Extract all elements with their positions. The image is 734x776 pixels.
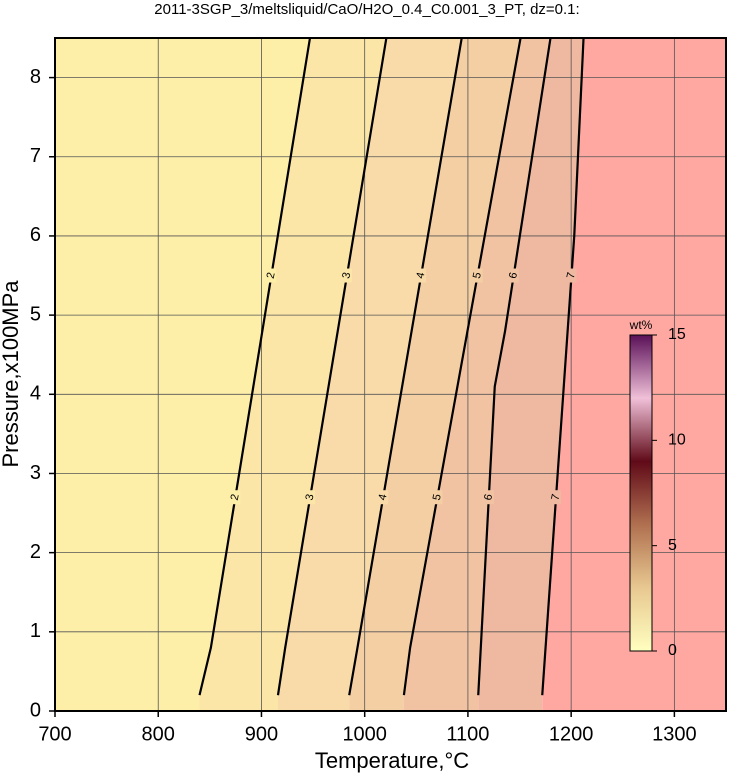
contour-label-bg [230,490,241,505]
y-tick-label: 0 [30,699,41,721]
colorbar-tick-label: 5 [668,537,677,554]
contour-band [349,38,521,711]
x-tick-label: 1100 [446,723,489,745]
contour-label-bg [483,490,494,505]
y-tick-label: 3 [30,462,41,484]
y-tick-label: 4 [30,383,41,405]
contour-label: 7 [549,493,562,501]
contour-band [277,38,462,711]
x-tick-label: 800 [142,723,175,745]
y-axis-label: Pressure,x100MPa [0,280,23,468]
contour-label: 4 [377,493,390,501]
contour-label-bg [378,490,389,505]
y-tick-label: 1 [30,620,41,642]
contour-label: 5 [471,271,484,279]
contour-label-bg [341,268,352,283]
contour-label: 3 [340,271,353,279]
contour-label: 2 [229,493,242,501]
x-tick-label: 1300 [652,723,697,745]
y-tick-label: 8 [30,66,41,88]
colorbar-tick-label: 0 [668,642,677,659]
contour-label-bg [566,268,577,283]
contour-line [348,38,463,696]
colorbar [629,334,653,652]
contour-label: 3 [304,493,317,501]
x-tick-label: 900 [245,723,278,745]
contour-line [198,38,312,696]
contour-label: 2 [265,271,278,279]
contour-label-bg [551,490,562,505]
contour-label: 6 [482,493,495,501]
chart-title: 2011-3SGP_3/meltsliquid/CaO/H2O_0.4_C0.0… [154,1,579,18]
colorbar-label: wt% [629,318,653,332]
x-tick-label: 1200 [549,723,594,745]
contour-label-bg [266,268,277,283]
contour-label: 7 [565,271,578,279]
contour-line [276,38,388,696]
y-tick-label: 6 [30,224,41,246]
contour-band [199,38,387,711]
contour-label: 6 [507,271,520,279]
contour-line [477,38,552,696]
contour-line [402,38,522,696]
contour-label: 4 [415,271,428,279]
x-tick-label: 1000 [342,723,387,745]
y-tick-label: 5 [30,303,41,325]
y-tick-label: 2 [30,541,41,563]
x-tick-label: 700 [38,723,71,745]
contour-label-bg [305,490,316,505]
filled-contours [55,38,726,711]
contour-label-bg [472,268,483,283]
contour-band [55,38,310,711]
contour-label: 5 [431,493,444,501]
contour-lines [198,38,585,696]
contour-band [403,38,551,711]
x-axis-label: Temperature,°C [315,748,469,773]
contour-line [541,38,585,696]
contour-band [478,38,584,711]
contour-label-bg [432,490,443,505]
colorbar-tick-label: 15 [668,326,686,343]
contour-label-bg [416,268,427,283]
colorbar-tick-label: 10 [668,432,686,449]
plot-frame [54,37,727,712]
grid [54,38,726,712]
contour-label-bg [508,268,519,283]
y-tick-label: 7 [30,145,41,167]
